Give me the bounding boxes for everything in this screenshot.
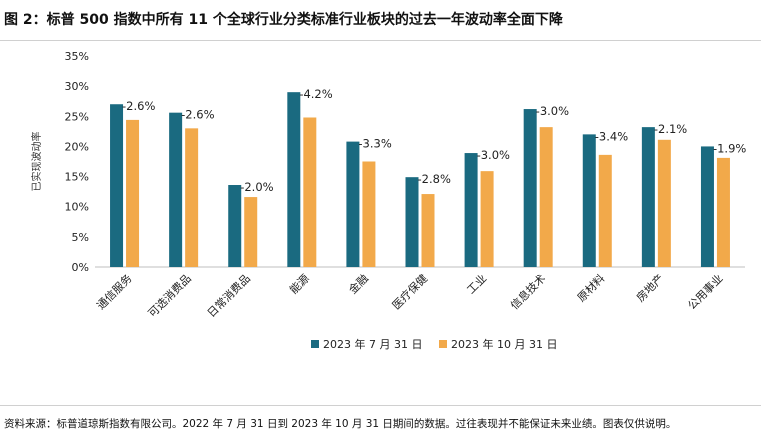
bar-series1 <box>169 112 183 267</box>
bar-series2 <box>539 127 553 267</box>
y-tick-label: 0% <box>72 261 89 274</box>
bar-series2 <box>126 119 140 267</box>
bar-series1 <box>700 146 714 267</box>
category-label: 医疗保健 <box>389 271 430 312</box>
bar-series2 <box>480 171 494 267</box>
category-label: 原材料 <box>574 271 607 304</box>
y-tick-label: 20% <box>65 140 89 153</box>
bar-series2 <box>598 154 612 267</box>
data-label: -2.1% <box>654 122 687 136</box>
y-tick-label: 35% <box>65 50 89 63</box>
title-bar: 图 2：标普 500 指数中所有 11 个全球行业分类标准行业板块的过去一年波动… <box>0 0 761 41</box>
data-label: -2.6% <box>181 108 214 122</box>
data-label: -2.8% <box>418 172 451 186</box>
bar-series1 <box>405 177 419 267</box>
bar-series1 <box>287 92 301 267</box>
category-label: 房地产 <box>633 271 666 304</box>
bar-series1 <box>523 109 537 268</box>
y-tick-label: 10% <box>65 201 89 214</box>
bar-series2 <box>303 117 317 268</box>
data-label: -3.0% <box>477 148 510 162</box>
category-label: 日常消费品 <box>204 271 253 320</box>
y-tick-label: 15% <box>65 171 89 184</box>
category-label: 能源 <box>286 271 311 296</box>
bar-series1 <box>228 185 242 267</box>
bar-series1 <box>346 141 360 267</box>
bar-series2 <box>185 128 199 267</box>
data-label: -1.9% <box>713 141 746 155</box>
legend-swatch <box>311 340 319 348</box>
category-label: 工业 <box>464 272 489 297</box>
y-axis-label: 已实现波动率 <box>30 132 43 192</box>
category-label: 金融 <box>346 271 371 296</box>
bar-series2 <box>421 194 435 267</box>
bar-series1 <box>110 104 124 267</box>
category-label: 公用事业 <box>685 272 725 312</box>
data-label: -3.4% <box>595 129 628 143</box>
chart-title: 图 2：标普 500 指数中所有 11 个全球行业分类标准行业板块的过去一年波动… <box>4 12 563 28</box>
legend-label: 2023 年 10 月 31 日 <box>451 337 557 351</box>
y-tick-label: 30% <box>65 80 89 93</box>
category-label: 信息技术 <box>507 271 548 312</box>
bar-series2 <box>716 157 730 267</box>
y-tick-label: 5% <box>72 231 89 244</box>
data-label: -3.0% <box>536 104 569 118</box>
category-label: 通信服务 <box>94 272 134 312</box>
bar-chart: 0% 5% 10% 15% 20% 25% 30% 35% 已实现波动率 -2.6% 通信服务 -2.… <box>30 50 746 351</box>
data-label: -3.3% <box>358 137 391 151</box>
legend-swatch <box>439 340 447 348</box>
bar-series2 <box>244 197 258 267</box>
bar-series2 <box>362 161 376 267</box>
source-note: 资料来源：标普道琼斯指数有限公司。2022 年 7 月 31 日到 2023 年… <box>4 418 677 430</box>
data-label: -2.6% <box>122 99 155 113</box>
data-label: -4.2% <box>299 87 332 101</box>
data-label: -2.0% <box>240 180 273 194</box>
category-label: 可选消费品 <box>145 271 194 320</box>
bar-series1 <box>464 153 478 267</box>
footer-divider <box>0 405 761 406</box>
bar-series1 <box>582 134 596 267</box>
legend-label: 2023 年 7 月 31 日 <box>323 337 422 351</box>
bar-series2 <box>657 139 671 267</box>
y-tick-label: 25% <box>65 110 89 123</box>
bar-series1 <box>641 127 655 267</box>
